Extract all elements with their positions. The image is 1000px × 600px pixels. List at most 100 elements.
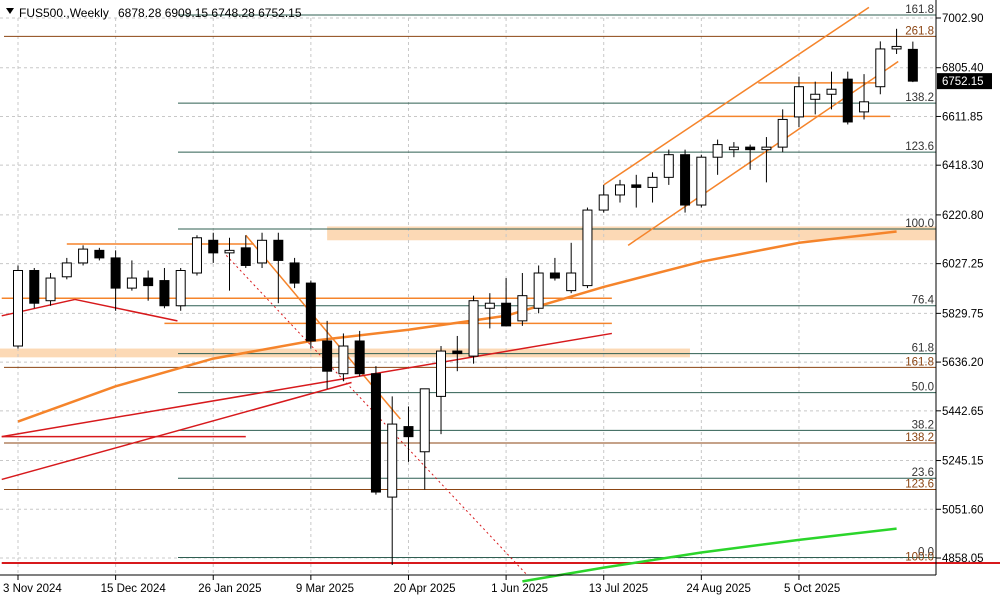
candle-body [777,118,788,148]
channel-lower-line [627,60,899,246]
candle-body [224,249,235,254]
candle-body [907,48,918,82]
y-tick-label: 7002.90 [942,13,984,25]
candle-body [663,154,674,178]
x-tick-label: 24 Aug 2025 [686,583,751,595]
channel-upper-line [603,6,870,186]
candle-body [598,194,609,211]
candle-body [387,423,398,498]
candle-body [403,426,414,438]
symbol-label: FUS500.,Weekly [19,6,109,20]
candle-body [875,48,886,88]
candle-body [45,277,56,302]
fib-level-label: 100.0 [905,552,934,564]
candle-body [126,277,137,289]
candle-body [159,280,170,307]
fib-level-label: 123.6 [905,141,934,153]
y-tick-label: 4858.05 [942,553,984,565]
candle-body [761,146,772,151]
y-tick-label: 5442.65 [942,406,984,418]
fib-level-label: 23.6 [912,467,934,479]
ohlc-readout: 6878.28 6909.15 6748.28 6752.15 [118,6,302,20]
current-price-tag [937,73,992,90]
x-tick-label: 5 Oct 2025 [784,583,840,595]
trend-lines [1,6,1000,576]
candle-body [859,101,870,113]
candle-body [273,239,284,261]
y-tick-label: 5829.75 [942,308,984,320]
fib-level-label: 38.2 [912,419,934,431]
candle-body [842,78,853,123]
resistance-zone [327,226,936,241]
y-tick-label: 5245.15 [942,456,984,468]
fib-level-label: 138.2 [905,432,934,444]
orange-moving-average [17,230,897,423]
candle-body [305,282,316,342]
candle-body [680,154,691,206]
candle-body [793,86,804,118]
candle-body [810,93,821,100]
candle-body [110,257,121,289]
fib-level-label: 76.4 [912,295,935,307]
candle-body [452,350,463,355]
candle-body [143,277,154,287]
candle-body [191,237,202,274]
candle-body [468,300,479,357]
candle-body [631,184,642,188]
current-price-label: 6752.15 [942,76,984,88]
candle-body [745,146,756,151]
candle-body [338,345,349,375]
candle-body [436,350,447,397]
candle-body [419,388,430,453]
x-tick-label: 9 Mar 2025 [296,583,354,595]
candle-body [354,340,365,375]
x-tick-label: 15 Dec 2024 [101,583,167,595]
fib-level-label: 50.0 [912,382,934,394]
fib-level-label: 161.8 [905,4,934,16]
x-tick-label: 1 Jun 2025 [491,583,548,595]
candle-body [826,88,837,95]
fib-level-label: 138.2 [905,92,934,104]
x-tick-label: 26 Jan 2025 [198,583,261,595]
candle-body [61,262,72,278]
candle-body [175,269,186,307]
y-tick-label: 6611.85 [942,111,983,123]
fib-level-label: 261.8 [905,25,934,37]
x-tick-label: 13 Jul 2025 [589,583,648,595]
dropdown-triangle-icon[interactable] [6,8,14,14]
y-tick-label: 6418.30 [942,160,984,172]
y-tick-label: 6805.40 [942,63,984,75]
y-tick-label: 5051.60 [942,504,984,516]
fib-level-label: 61.8 [912,343,934,355]
candle-body [257,239,268,264]
candle-body [728,146,739,151]
candle-body [549,272,560,279]
candle-body [891,45,902,50]
x-tick-label: 3 Nov 2024 [3,583,62,595]
fib-level-label: 161.8 [905,356,934,368]
candle-body [94,249,105,259]
candlesticks [13,28,918,566]
candle-body [484,302,495,309]
dotted-projection-line [225,255,528,576]
x-tick-label: 20 Apr 2025 [393,583,455,595]
green-moving-average [522,527,897,583]
candle-body [208,239,219,254]
fib-level-label: 100.0 [905,218,934,230]
candle-body [566,272,577,292]
candle-body [240,247,251,266]
candle-body [533,272,544,309]
moving-averages [17,230,897,583]
y-tick-label: 6220.80 [942,210,984,222]
y-tick-label: 5636.20 [942,357,984,369]
y-tick-label: 6027.25 [942,259,984,271]
candle-body [13,269,23,347]
candle-body [78,248,89,264]
candle-body [712,144,723,158]
fib-level-label: 123.6 [905,479,934,491]
candle-body [289,262,300,284]
candle-body [696,156,707,206]
